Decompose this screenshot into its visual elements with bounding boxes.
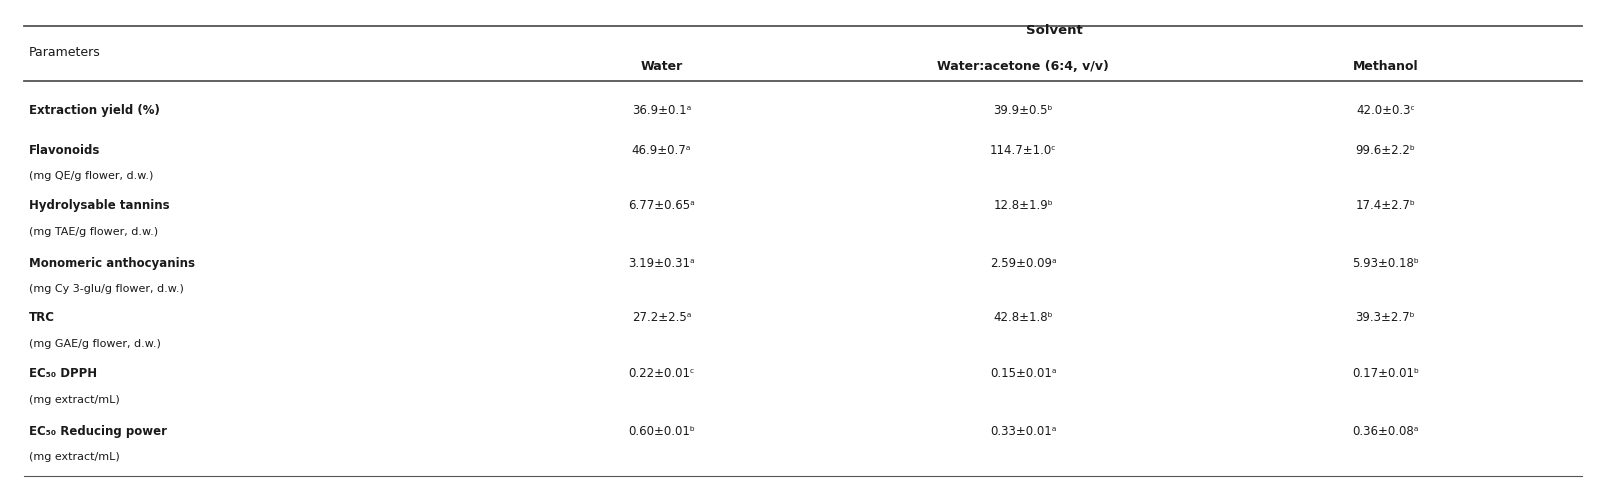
Text: 3.19±0.31ᵃ: 3.19±0.31ᵃ xyxy=(628,257,695,270)
Text: 5.93±0.18ᵇ: 5.93±0.18ᵇ xyxy=(1351,257,1417,270)
Text: 0.36±0.08ᵃ: 0.36±0.08ᵃ xyxy=(1351,425,1417,437)
Text: Solvent: Solvent xyxy=(1026,24,1082,37)
Text: Methanol: Methanol xyxy=(1351,60,1417,73)
Text: 42.8±1.8ᵇ: 42.8±1.8ᵇ xyxy=(993,311,1053,324)
Text: TRC: TRC xyxy=(29,311,55,324)
Text: 39.3±2.7ᵇ: 39.3±2.7ᵇ xyxy=(1355,311,1414,324)
Text: 6.77±0.65ᵃ: 6.77±0.65ᵃ xyxy=(628,199,695,212)
Text: 0.15±0.01ᵃ: 0.15±0.01ᵃ xyxy=(989,367,1056,380)
Text: 99.6±2.2ᵇ: 99.6±2.2ᵇ xyxy=(1355,144,1414,156)
Text: (mg TAE/g flower, d.w.): (mg TAE/g flower, d.w.) xyxy=(29,227,157,237)
Text: 39.9±0.5ᵇ: 39.9±0.5ᵇ xyxy=(993,104,1053,117)
Text: Hydrolysable tannins: Hydrolysable tannins xyxy=(29,199,169,212)
Text: (mg GAE/g flower, d.w.): (mg GAE/g flower, d.w.) xyxy=(29,339,160,349)
Text: 46.9±0.7ᵃ: 46.9±0.7ᵃ xyxy=(631,144,690,156)
Text: 114.7±1.0ᶜ: 114.7±1.0ᶜ xyxy=(989,144,1056,156)
Text: 12.8±1.9ᵇ: 12.8±1.9ᵇ xyxy=(993,199,1053,212)
Text: 0.22±0.01ᶜ: 0.22±0.01ᶜ xyxy=(628,367,693,380)
Text: EC₅₀ DPPH: EC₅₀ DPPH xyxy=(29,367,96,380)
Text: 2.59±0.09ᵃ: 2.59±0.09ᵃ xyxy=(989,257,1056,270)
Text: 27.2±2.5ᵃ: 27.2±2.5ᵃ xyxy=(631,311,690,324)
Text: 0.17±0.01ᵇ: 0.17±0.01ᵇ xyxy=(1351,367,1417,380)
Text: EC₅₀ Reducing power: EC₅₀ Reducing power xyxy=(29,425,167,437)
Text: Extraction yield (%): Extraction yield (%) xyxy=(29,104,159,117)
Text: 36.9±0.1ᵃ: 36.9±0.1ᵃ xyxy=(631,104,690,117)
Text: 0.60±0.01ᵇ: 0.60±0.01ᵇ xyxy=(628,425,695,437)
Text: Monomeric anthocyanins: Monomeric anthocyanins xyxy=(29,257,194,270)
Text: (mg extract/mL): (mg extract/mL) xyxy=(29,395,119,405)
Text: 42.0±0.3ᶜ: 42.0±0.3ᶜ xyxy=(1355,104,1414,117)
Text: 0.33±0.01ᵃ: 0.33±0.01ᵃ xyxy=(990,425,1056,437)
Text: Parameters: Parameters xyxy=(29,46,101,59)
Text: Water: Water xyxy=(640,60,682,73)
Text: (mg Cy 3-glu/g flower, d.w.): (mg Cy 3-glu/g flower, d.w.) xyxy=(29,284,183,294)
Text: Flavonoids: Flavonoids xyxy=(29,144,100,156)
Text: Water:acetone (6:4, v/v): Water:acetone (6:4, v/v) xyxy=(937,60,1109,73)
Text: 17.4±2.7ᵇ: 17.4±2.7ᵇ xyxy=(1355,199,1414,212)
Text: (mg QE/g flower, d.w.): (mg QE/g flower, d.w.) xyxy=(29,172,152,181)
Text: (mg extract/mL): (mg extract/mL) xyxy=(29,452,119,462)
